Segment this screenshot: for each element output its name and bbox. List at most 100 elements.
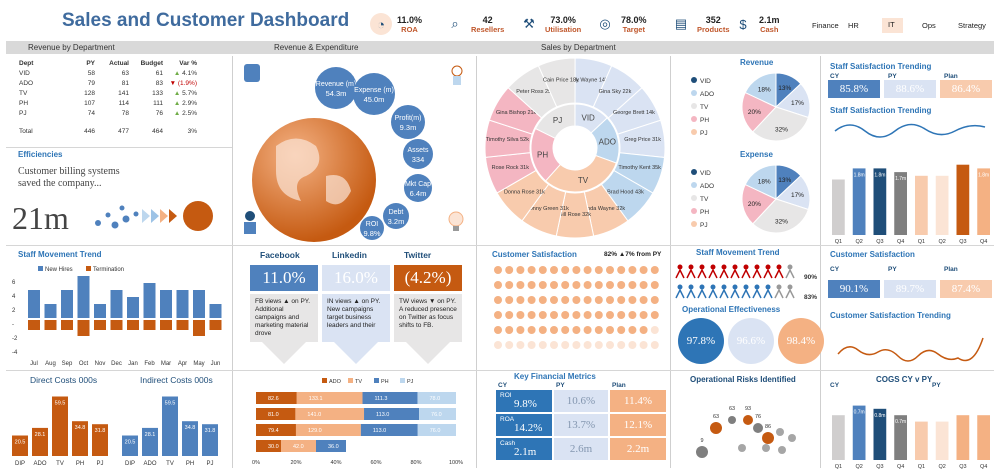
fin-title: Key Financial Metrics xyxy=(514,372,596,381)
svg-text:113.0: 113.0 xyxy=(376,412,389,418)
risk-bubble xyxy=(788,434,796,442)
efficiencies-value: 21m xyxy=(12,200,69,236)
svg-text:PJ: PJ xyxy=(700,130,708,137)
smiley-face-icon xyxy=(594,326,603,334)
fin-py-value: 2.6m xyxy=(554,438,608,460)
svg-text:ADO: ADO xyxy=(700,183,714,190)
svg-text:20%: 20% xyxy=(748,201,761,208)
person-icon xyxy=(686,264,696,279)
bar: Q1 xyxy=(832,415,845,470)
kpi-utilisation: ⚒ 73.0% Utilisation xyxy=(518,10,581,38)
filter-finance[interactable]: Finance xyxy=(812,21,839,30)
smiley-face-icon xyxy=(583,266,592,274)
smiley-face-icon xyxy=(550,296,558,304)
person-icon xyxy=(785,264,795,279)
filter-strategy[interactable]: Strategy xyxy=(958,21,986,30)
smiley-face-icon xyxy=(505,296,514,304)
fin-cy-box xyxy=(496,414,552,436)
social-name-facebook: Facebook xyxy=(260,250,300,260)
social-name-twitter: Twitter xyxy=(404,250,432,260)
smiley-face-icon xyxy=(639,281,648,289)
svg-text:Q2: Q2 xyxy=(938,239,945,245)
svg-text:Profit(m): Profit(m) xyxy=(395,115,422,122)
cust-sat2-plan-value: 87.4% xyxy=(940,280,992,298)
staff-move-bar: Aug xyxy=(44,304,57,367)
bubble-2: Profit(m)9.3m xyxy=(391,105,425,139)
var-arrow-icon: ▲ xyxy=(173,109,181,117)
svg-text:76.0: 76.0 xyxy=(431,412,442,418)
staff-move2-p1: 90% xyxy=(804,274,818,281)
svg-text:1.8m: 1.8m xyxy=(854,172,865,178)
table-cell: 114 xyxy=(118,99,129,107)
dashboard-title: Sales and Customer Dashboard xyxy=(62,10,350,31)
divider xyxy=(670,56,671,468)
smiley-face-icon xyxy=(527,326,536,334)
svg-text:20.5: 20.5 xyxy=(15,440,26,446)
staff-sat-title: Staff Satisfaction Trending xyxy=(830,62,932,71)
smiley-face-icon xyxy=(572,281,581,289)
table-cell: Dept xyxy=(19,59,34,67)
smiley-face-icon xyxy=(494,281,502,289)
smiley-face-icon xyxy=(550,326,558,334)
svg-text:Cain Price 18k: Cain Price 18k xyxy=(543,77,579,83)
smiley-face-icon xyxy=(639,296,648,304)
svg-text:New Hires: New Hires xyxy=(45,267,73,273)
smiley-face-icon xyxy=(505,341,514,349)
fin-py-value: 10.6% xyxy=(554,390,608,412)
social-pointer xyxy=(334,342,378,364)
svg-text:Assets: Assets xyxy=(407,147,429,154)
table-cell: Total xyxy=(19,127,33,135)
social-pointer xyxy=(262,342,306,364)
svg-text:Q1: Q1 xyxy=(835,464,842,470)
person-icon xyxy=(719,264,729,279)
svg-text:PH: PH xyxy=(381,379,389,385)
filter-hr[interactable]: HR xyxy=(848,21,859,30)
filter-it[interactable]: IT xyxy=(882,18,903,33)
svg-text:Q3: Q3 xyxy=(959,464,966,470)
svg-text:63: 63 xyxy=(729,406,735,412)
lightbulb-icon xyxy=(448,211,464,231)
smiley-face-icon xyxy=(494,326,502,334)
x-tick: 0% xyxy=(252,460,260,466)
person-icon xyxy=(763,264,773,279)
pie-slice: 32% xyxy=(752,106,809,142)
bar: 0.7m Q2 xyxy=(852,405,866,470)
table-cell: ▼ (1.9%) xyxy=(169,79,197,87)
smiley-face-icon xyxy=(639,341,648,349)
cust-sat2-py-label: PY xyxy=(888,266,897,273)
smiley-face-icon xyxy=(606,296,614,304)
staff-move-bar: Feb xyxy=(143,283,156,367)
svg-text:PJ: PJ xyxy=(553,116,562,125)
svg-text:Ronny Green 31k: Ronny Green 31k xyxy=(526,206,569,212)
person-icon xyxy=(741,264,751,279)
direct-costs-title: Direct Costs 000s xyxy=(30,375,98,385)
svg-text:Revenue (m): Revenue (m) xyxy=(316,81,356,88)
svg-text:32%: 32% xyxy=(775,126,788,133)
svg-text:45.0m: 45.0m xyxy=(364,95,385,104)
smiley-face-icon xyxy=(594,341,603,349)
y-tick: 4 xyxy=(12,294,16,300)
svg-text:Q4: Q4 xyxy=(897,464,904,470)
pie-icon: ◔ xyxy=(370,13,392,35)
smiley-face-icon xyxy=(527,266,536,274)
var-arrow-icon: ▲ xyxy=(173,89,181,97)
staff-sat-cy-label: CY xyxy=(830,73,840,80)
svg-text:DIP: DIP xyxy=(15,461,25,467)
direct-cost-bar: 28.1 ADO xyxy=(32,427,48,467)
smiley-face-icon xyxy=(505,281,514,289)
stacked-legend-item: PJ xyxy=(400,378,414,385)
legend-item: PH xyxy=(691,116,709,124)
table-cell: PY xyxy=(86,59,95,67)
bar: Q1 xyxy=(915,421,928,470)
table-row: Dept PY Actual Budget Var % xyxy=(16,58,200,68)
stacked-segment: 30.0 xyxy=(256,440,281,452)
stacked-segment: 113.0 xyxy=(364,408,420,420)
stacked-legend-item: TV xyxy=(348,378,362,385)
filter-ops[interactable]: Ops xyxy=(922,21,936,30)
table-cell: 74 xyxy=(87,109,95,117)
svg-text:Q1: Q1 xyxy=(918,239,925,245)
kpi-label: Cash xyxy=(760,24,779,34)
svg-text:30.0: 30.0 xyxy=(268,444,279,450)
pie-slice: 20% xyxy=(741,183,777,225)
